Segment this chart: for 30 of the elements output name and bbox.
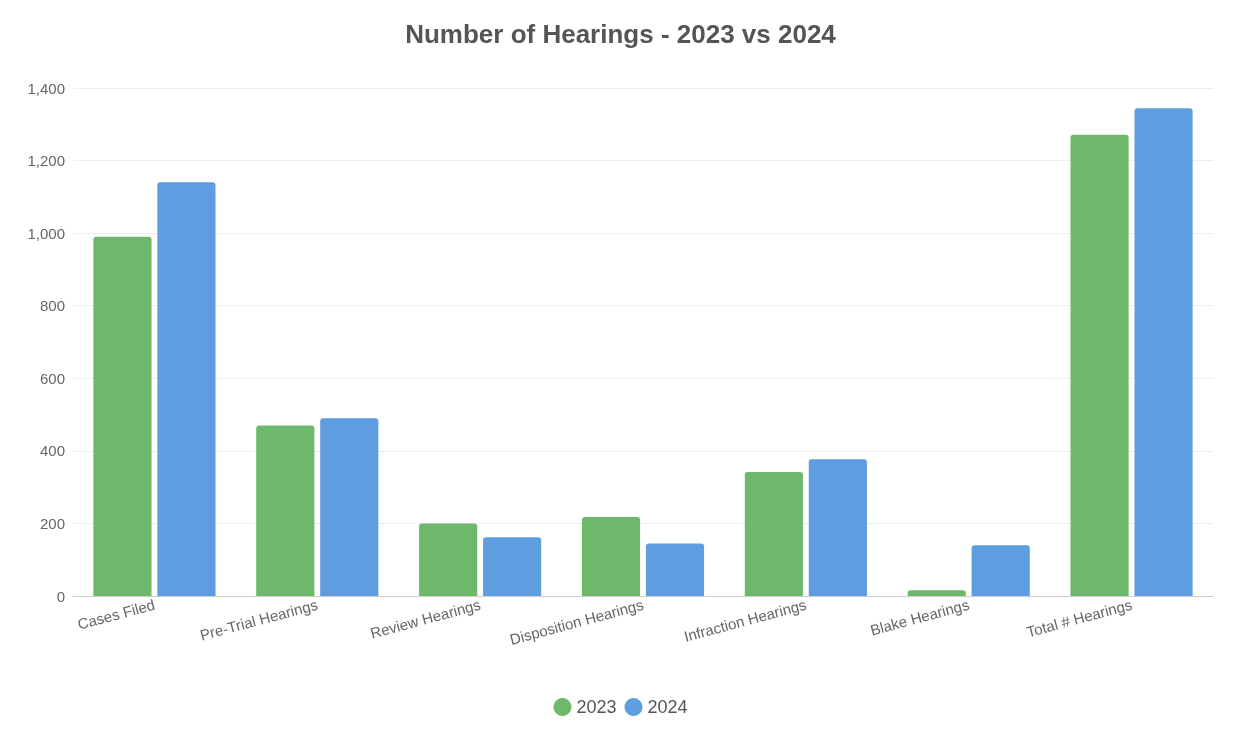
bar xyxy=(256,425,315,596)
bar xyxy=(1070,134,1129,596)
bar xyxy=(581,516,641,596)
x-tick-label: Blake Hearings xyxy=(868,595,971,639)
y-tick-label: 400 xyxy=(39,442,65,460)
legend-label: 2023 xyxy=(576,697,617,717)
bar xyxy=(157,182,216,596)
bar xyxy=(93,236,152,596)
y-tick-label: 0 xyxy=(56,587,65,605)
y-tick-label: 800 xyxy=(39,297,65,315)
bar xyxy=(744,471,803,596)
y-tick-label: 1,000 xyxy=(27,224,65,242)
y-tick-label: 200 xyxy=(39,514,65,532)
y-tick-label: 1,200 xyxy=(27,152,65,170)
bar xyxy=(483,537,542,596)
y-tick-label: 1,400 xyxy=(27,79,65,97)
bar xyxy=(907,590,966,596)
x-tick-label: Cases Filed xyxy=(75,595,157,633)
x-tick-label: Total # Hearings xyxy=(1024,595,1134,641)
bar xyxy=(320,418,379,596)
bar xyxy=(971,545,1030,596)
bar xyxy=(645,543,705,596)
x-tick-label: Review Hearings xyxy=(368,595,483,642)
x-tick-label: Infraction Hearings xyxy=(682,595,809,645)
bar xyxy=(808,459,867,596)
chart-title: Number of Hearings - 2023 vs 2024 xyxy=(405,19,837,49)
bar xyxy=(419,523,478,596)
y-tick-label: 600 xyxy=(39,369,65,387)
legend-label: 2024 xyxy=(647,697,688,717)
bar xyxy=(1134,108,1193,596)
